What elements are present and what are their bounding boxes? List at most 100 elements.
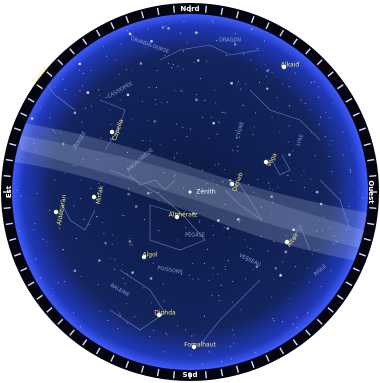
star xyxy=(79,90,81,92)
star xyxy=(318,219,320,221)
star xyxy=(149,277,153,280)
star xyxy=(78,62,82,66)
star xyxy=(181,274,183,276)
rim-tick xyxy=(363,142,371,147)
constellation-line xyxy=(59,199,96,231)
star xyxy=(182,126,184,128)
star xyxy=(310,178,312,180)
star xyxy=(131,118,133,120)
star xyxy=(202,116,204,118)
star xyxy=(316,230,318,232)
star xyxy=(222,181,224,183)
rim-tick xyxy=(125,16,130,24)
star xyxy=(294,266,296,268)
star xyxy=(73,312,75,314)
rim-tick xyxy=(156,369,160,377)
star xyxy=(293,282,295,284)
star xyxy=(98,89,100,91)
star xyxy=(257,178,259,180)
star xyxy=(272,202,274,204)
star xyxy=(32,139,34,141)
star xyxy=(97,284,99,286)
star xyxy=(240,219,242,221)
star xyxy=(82,73,84,75)
star xyxy=(222,111,224,113)
star xyxy=(172,64,174,66)
star xyxy=(230,358,232,360)
star xyxy=(267,250,269,252)
star xyxy=(229,346,231,348)
star xyxy=(223,226,225,228)
star xyxy=(57,282,59,284)
star xyxy=(195,94,197,96)
constellation-line xyxy=(271,154,291,176)
star xyxy=(80,326,82,328)
star xyxy=(271,71,273,73)
star xyxy=(206,60,208,62)
star xyxy=(203,262,205,264)
star xyxy=(250,248,252,250)
star xyxy=(179,90,181,92)
star xyxy=(149,336,151,338)
star xyxy=(255,265,259,269)
star xyxy=(273,241,275,243)
bright-star xyxy=(174,214,180,220)
star xyxy=(226,227,230,230)
star xyxy=(147,28,149,30)
star xyxy=(86,91,90,94)
rim-tick xyxy=(352,112,360,117)
rim-tick xyxy=(279,347,285,355)
rim-tick xyxy=(369,206,377,209)
star xyxy=(348,205,350,207)
star xyxy=(221,360,223,362)
star-label: Mirfak xyxy=(95,185,105,205)
star xyxy=(309,109,311,111)
star xyxy=(125,160,127,162)
constellation-line xyxy=(292,224,311,251)
star xyxy=(53,130,55,132)
star xyxy=(189,128,191,130)
star xyxy=(269,188,271,190)
star xyxy=(63,281,65,283)
star xyxy=(328,155,330,157)
star xyxy=(220,284,222,286)
star xyxy=(317,96,319,98)
star xyxy=(310,132,312,134)
rim-tick xyxy=(327,307,334,313)
star xyxy=(73,144,75,146)
star xyxy=(105,96,107,98)
star xyxy=(131,34,133,36)
star xyxy=(217,121,219,123)
star xyxy=(215,102,217,104)
star xyxy=(350,171,352,173)
star xyxy=(255,69,257,71)
star xyxy=(193,61,195,63)
compass-label: Nord xyxy=(180,5,199,13)
star xyxy=(124,283,126,285)
star xyxy=(74,149,76,151)
star xyxy=(183,21,185,23)
star xyxy=(73,111,77,115)
star xyxy=(237,81,239,83)
star xyxy=(155,99,157,101)
star xyxy=(211,20,213,22)
star xyxy=(185,329,187,331)
star xyxy=(54,86,56,88)
star xyxy=(122,263,124,265)
star xyxy=(224,169,226,171)
star xyxy=(296,327,298,329)
star xyxy=(110,138,112,140)
star-label: Algol xyxy=(143,252,158,259)
star xyxy=(246,260,248,262)
constellation-line xyxy=(159,44,261,61)
star xyxy=(36,193,38,195)
star xyxy=(320,285,322,287)
star xyxy=(149,140,151,142)
star xyxy=(122,277,124,279)
star xyxy=(90,70,92,72)
rim-tick xyxy=(82,38,88,45)
rim-tick xyxy=(352,267,360,272)
star xyxy=(329,117,331,119)
star xyxy=(81,179,83,181)
star xyxy=(58,227,60,229)
